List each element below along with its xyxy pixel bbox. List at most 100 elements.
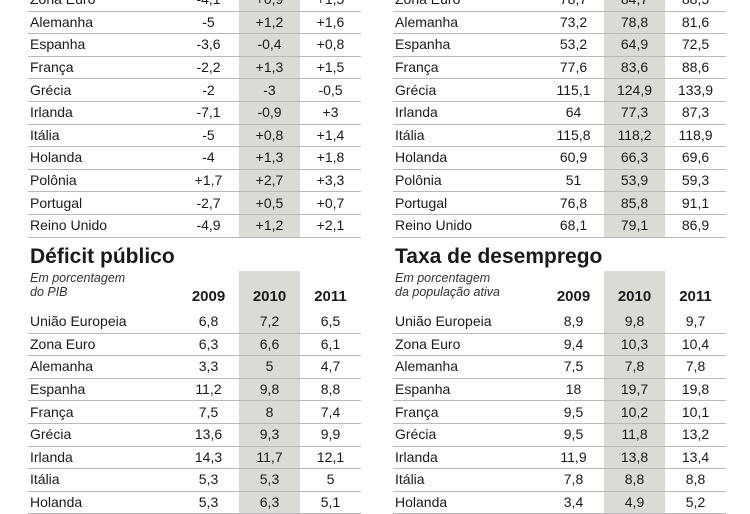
value-cell: 13,2 [665, 423, 726, 447]
pib-growth-table: Zona Euro-4,1+0,9+1,5Alemanha-5+1,2+1,6E… [28, 0, 361, 238]
value-cell: 6,3 [239, 491, 300, 514]
country-name: Holanda [28, 146, 178, 170]
country-name: Zona Euro [393, 0, 543, 12]
value-cell: 66,3 [604, 146, 665, 170]
value-cell: -0,5 [300, 78, 361, 102]
value-cell: 8,8 [300, 378, 361, 402]
table-row: França 7,5 8 7,4 [28, 400, 361, 424]
value-cell: 73,2 [543, 11, 604, 35]
country-name: Portugal [28, 191, 178, 215]
value-cell: 5,1 [300, 491, 361, 514]
table-header: Em porcentagem do PIB 2009 2010 2011 [28, 271, 361, 311]
value-cell: -5 [178, 124, 239, 148]
table-row: Reino Unido 68,1 79,1 86,9 [393, 214, 726, 238]
value-cell: 5,2 [665, 491, 726, 514]
value-cell: +1,4 [300, 124, 361, 148]
section-title: Déficit público [30, 245, 175, 268]
table-row: Reino Unido -4,9 +1,2 +2,1 [28, 214, 361, 238]
table-row: Zona Euro78,784,788,5 [393, 0, 726, 12]
table-row: Zona Euro-4,1+0,9+1,5 [28, 0, 361, 12]
country-name: Espanha [28, 378, 178, 402]
country-name: Alemanha [393, 355, 543, 379]
year-headers: 2009 2010 2011 [178, 271, 361, 311]
value-cell: 14,3 [178, 446, 239, 470]
value-cell: 53,9 [604, 169, 665, 193]
country-name: Grécia [28, 423, 178, 447]
unit-note: Em porcentagem da população ativa [395, 271, 500, 299]
table-row: Alemanha 73,2 78,8 81,6 [393, 11, 726, 35]
value-cell: +1,8 [300, 146, 361, 170]
country-name: Alemanha [393, 11, 543, 35]
value-cell: 5,3 [239, 468, 300, 492]
table-row: França -2,2 +1,3 +1,5 [28, 56, 361, 80]
value-cell: 7,5 [178, 400, 239, 424]
table-row: Alemanha 3,3 5 4,7 [28, 355, 361, 379]
value-cell: -0,9 [239, 101, 300, 125]
table-row: Polônia +1,7 +2,7 +3,3 [28, 169, 361, 193]
value-cell: 9,5 [543, 423, 604, 447]
value-cell: 51 [543, 169, 604, 193]
country-name: Holanda [393, 146, 543, 170]
table-row: Portugal 76,8 85,8 91,1 [393, 191, 726, 215]
value-cell: -5 [178, 11, 239, 35]
year-header: 2011 [314, 288, 347, 305]
table-row: Zona Euro 6,3 6,6 6,1 [28, 333, 361, 357]
value-cell: 5,3 [178, 491, 239, 514]
value-cell: 86,9 [665, 214, 726, 238]
table-row: França 9,5 10,2 10,1 [393, 400, 726, 424]
table-row: Itália -5 +0,8 +1,4 [28, 124, 361, 148]
value-cell: 4,7 [300, 355, 361, 379]
country-name: Zona Euro [28, 333, 178, 357]
value-cell: 79,1 [604, 214, 665, 238]
value-cell: +1,3 [239, 146, 300, 170]
value-cell: +1,2 [239, 214, 300, 238]
country-name: França [393, 56, 543, 80]
unemployment-section: Taxa de desemprego Em porcentagem da pop… [393, 245, 726, 514]
table-header: Em porcentagem da população ativa 2009 2… [393, 271, 726, 311]
value-cell: +3 [300, 101, 361, 125]
value-cell: +1,2 [239, 11, 300, 35]
year-header: 2010 [604, 271, 665, 311]
table-row: Holanda 5,3 6,3 5,1 [28, 491, 361, 514]
value-cell: 72,5 [665, 33, 726, 57]
value-cell: 9,5 [543, 400, 604, 424]
value-cell: 4,9 [604, 491, 665, 514]
table-row: União Europeia 8,9 9,8 9,7 [393, 311, 726, 334]
value-cell: +0,5 [239, 191, 300, 215]
table-row: Grécia 13,6 9,3 9,9 [28, 423, 361, 447]
table-row: Itália 7,8 8,8 8,8 [393, 468, 726, 492]
value-cell: 6,3 [178, 333, 239, 357]
country-name: França [393, 400, 543, 424]
value-cell: 88,6 [665, 56, 726, 80]
value-cell: 5,3 [178, 468, 239, 492]
table-row: Itália 115,8 118,2 118,9 [393, 124, 726, 148]
value-cell: 81,6 [665, 11, 726, 35]
value-cell: 9,7 [665, 311, 726, 334]
table-row: Holanda -4 +1,3 +1,8 [28, 146, 361, 170]
value-cell: 78,8 [604, 11, 665, 35]
table-row: Espanha -3,6 -0,4 +0,8 [28, 33, 361, 57]
country-name: Grécia [28, 78, 178, 102]
table-row: Zona Euro 9,4 10,3 10,4 [393, 333, 726, 357]
country-name: Polônia [393, 169, 543, 193]
value-cell: 3,4 [543, 491, 604, 514]
value-cell: 64 [543, 101, 604, 125]
unit-note-line: Em porcentagem [395, 271, 491, 285]
value-cell: +0,7 [300, 191, 361, 215]
country-name: Grécia [393, 78, 543, 102]
country-name: Itália [28, 124, 178, 148]
value-cell: 11,2 [178, 378, 239, 402]
value-cell: 9,4 [543, 333, 604, 357]
value-cell: 133,9 [665, 78, 726, 102]
value-cell: 8,8 [604, 468, 665, 492]
value-cell: 87,3 [665, 101, 726, 125]
value-cell: 7,8 [604, 355, 665, 379]
table-row: Grécia -2 -3 -0,5 [28, 78, 361, 102]
country-name: Irlanda [28, 101, 178, 125]
table-row: Irlanda 64 77,3 87,3 [393, 101, 726, 125]
value-cell: 10,3 [604, 333, 665, 357]
country-name: Reino Unido [28, 214, 178, 238]
data-table: Zona Euro-4,1+0,9+1,5Alemanha-5+1,2+1,6E… [28, 0, 361, 238]
value-cell: 18 [543, 378, 604, 402]
year-header: 2009 [191, 288, 226, 305]
